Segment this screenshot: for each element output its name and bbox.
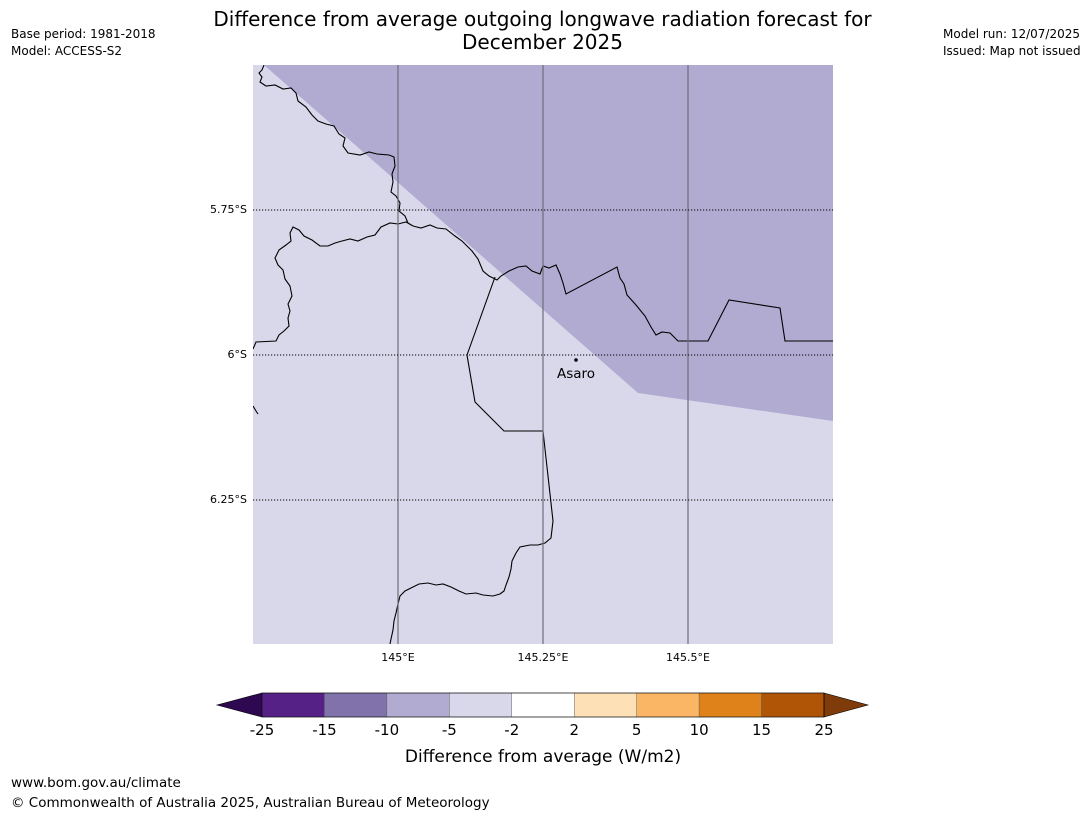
colorbar-tick-label: 25	[814, 721, 833, 739]
colorbar-over-arrow	[823, 692, 870, 718]
lon-label-145-5e: 145.5°E	[666, 651, 710, 664]
base-period-text: Base period: 1981-2018	[11, 27, 156, 41]
colorbar-label: Difference from average (W/m2)	[405, 747, 681, 767]
lat-label-6-25s: 6.25°S	[210, 493, 247, 506]
issued-text: Issued: Map not issued	[943, 44, 1081, 58]
asaro-marker	[574, 358, 578, 362]
colorbar-segment	[261, 692, 325, 718]
colorbar-segment	[574, 692, 637, 718]
copyright-text: © Commonwealth of Australia 2025, Austra…	[11, 795, 490, 811]
colorbar-under-arrow	[215, 692, 263, 718]
colorbar-tick-label: -5	[442, 721, 457, 739]
website-text: www.bom.gov.au/climate	[11, 775, 181, 791]
map-title-line2: December 2025	[462, 30, 623, 54]
lat-label-6s: 6°S	[228, 348, 247, 361]
map-plot-area: Asaro	[253, 65, 833, 644]
colorbar-tick-label: 2	[569, 721, 579, 739]
lon-label-145e: 145°E	[381, 651, 414, 664]
colorbar-segment	[386, 692, 450, 718]
colorbar-segment	[698, 692, 762, 718]
lat-label-5-75s: 5.75°S	[210, 203, 247, 216]
colorbar-segments	[215, 692, 870, 718]
colorbar-tick-label: -2	[504, 721, 519, 739]
province-boundary	[389, 276, 554, 644]
asaro-label: Asaro	[557, 366, 595, 382]
colorbar-tick-label: -10	[375, 721, 400, 739]
parallel-lines	[253, 209, 833, 501]
coastline	[253, 65, 414, 350]
colorbar-frame	[261, 692, 825, 718]
colorbar-segment	[636, 692, 700, 718]
coastline-north-shore	[412, 224, 833, 342]
coastline-west-islet	[253, 405, 259, 415]
colorbar-segment	[511, 692, 575, 718]
colorbar-segment	[449, 692, 512, 718]
colorbar-tick-label: -25	[250, 721, 275, 739]
map-title-line1: Difference from average outgoing longwav…	[213, 7, 872, 31]
colorbar-tick-label: 10	[690, 721, 709, 739]
colorbar-segment	[324, 692, 388, 718]
lon-label-145-25e: 145.25°E	[518, 651, 569, 664]
colorbar-tick-label: 5	[632, 721, 642, 739]
colorbar-segment	[761, 692, 825, 718]
model-run-text: Model run: 12/07/2025	[943, 27, 1081, 41]
colorbar-tick-label: 15	[752, 721, 771, 739]
model-text: Model: ACCESS-S2	[11, 44, 123, 58]
colorbar-ticks: -25 -15 -10 -5 -2 2 5 10 15 25	[250, 721, 834, 739]
colorbar-tick-label: -15	[312, 721, 337, 739]
map-title: Difference from average outgoing longwav…	[0, 8, 1085, 54]
region-negative-5-to-10	[264, 65, 833, 421]
